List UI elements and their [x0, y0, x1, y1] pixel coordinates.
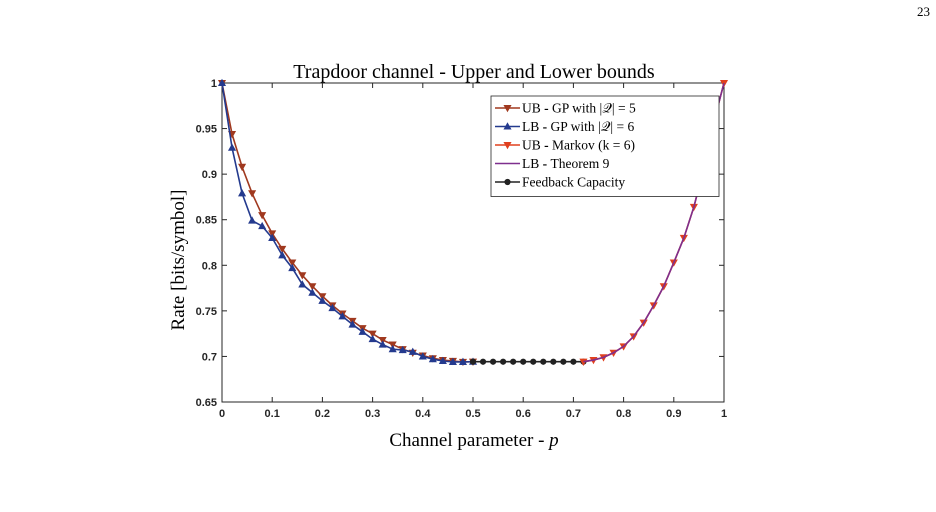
series-point [520, 358, 527, 365]
series-point [550, 358, 557, 365]
y-tick-label: 0.75 [196, 306, 217, 318]
series-point [448, 357, 457, 365]
series-point [378, 336, 387, 345]
series-point [308, 283, 317, 291]
series-point [258, 221, 267, 230]
legend-label: Feedback Capacity [522, 175, 625, 190]
x-tick-label: 0.6 [516, 408, 531, 420]
y-tick-label: 0.85 [196, 215, 217, 227]
series-point [428, 354, 437, 363]
page-number: 23 [917, 4, 930, 19]
legend-marker [503, 122, 512, 130]
series-point [348, 320, 357, 328]
y-tick-label: 0.65 [196, 397, 217, 409]
x-axis-title: Channel parameter - p [389, 430, 558, 451]
series-point [338, 312, 347, 320]
legend-marker [503, 141, 512, 150]
series-point [510, 358, 517, 365]
legend-box [490, 95, 720, 197]
x-tick-label: 1 [721, 408, 727, 420]
series-point [308, 288, 317, 296]
series-point [358, 327, 367, 335]
x-tick-label: 0.2 [315, 408, 330, 420]
series-point [368, 330, 377, 338]
series-point [268, 233, 277, 242]
series-point [530, 358, 537, 365]
x-tick-label: 0.8 [616, 408, 631, 420]
series-point [328, 303, 337, 312]
y-tick-label: 0.95 [196, 124, 217, 136]
legend: UB - GP with |𝒬| = 5 LB - GP with |𝒬| = 6… [490, 95, 720, 197]
series-point [368, 334, 377, 343]
series-point [278, 251, 287, 259]
series-point [288, 259, 297, 267]
series-point [268, 230, 277, 238]
legend-marker [503, 104, 512, 113]
chart-title: Trapdoor channel - Upper and Lower bound… [293, 61, 655, 83]
series-point [248, 190, 257, 198]
series-point [318, 296, 327, 304]
series-point [438, 356, 447, 365]
series-point [398, 345, 407, 354]
series-point [258, 212, 267, 220]
legend-entry: LB - Theorem 9 [495, 156, 610, 171]
series-point [288, 263, 297, 272]
series-point [469, 358, 477, 365]
x-tick-label: 0.1 [265, 408, 280, 420]
x-tick-label: 0.3 [365, 408, 380, 420]
x-tick-label: 0.5 [465, 408, 480, 420]
legend-label: UB - Markov (k = 6) [522, 138, 635, 153]
series-point [489, 358, 497, 365]
series-point [238, 189, 247, 197]
x-axis-ticks: 0 0.1 0.2 0.3 0.4 0.5 0.6 0.7 0.8 0.9 1 [219, 83, 727, 420]
legend-entry: UB - GP with |𝒬| = 5 [495, 101, 636, 116]
series-point [540, 358, 547, 365]
legend-entry: Feedback Capacity [495, 175, 625, 190]
legend-marker [504, 178, 511, 186]
series-point [570, 358, 577, 365]
y-axis-ticks: 0.65 0.7 0.75 0.8 0.85 0.9 0.95 1 [196, 78, 724, 409]
y-tick-label: 1 [211, 78, 217, 90]
legend-label: LB - Theorem 9 [522, 156, 610, 171]
legend-label: UB - GP with |𝒬| = 5 [522, 101, 636, 116]
series-point [378, 340, 387, 348]
series-point [408, 347, 417, 355]
legend-entry: LB - GP with |𝒬| = 6 [495, 119, 634, 134]
series-point [298, 272, 307, 280]
legend-entry: UB - Markov (k = 6) [495, 138, 635, 153]
series-point [238, 163, 247, 172]
series-point [458, 357, 468, 365]
x-tick-label: 0.4 [415, 408, 431, 420]
series-point [298, 280, 307, 288]
series-point [278, 245, 287, 254]
x-tick-label: 0 [219, 408, 225, 420]
y-tick-label: 0.8 [202, 260, 217, 272]
series-point [418, 352, 427, 360]
x-tick-label: 0.9 [666, 408, 681, 420]
y-tick-label: 0.7 [202, 351, 217, 363]
y-axis-title: Rate [bits/symbol] [168, 190, 189, 331]
series-point [217, 78, 227, 87]
series-point [500, 358, 507, 365]
y-tick-label: 0.9 [202, 169, 217, 181]
series-point [560, 358, 567, 365]
series-point [388, 344, 397, 353]
series-point [227, 143, 237, 151]
series-point [318, 293, 327, 301]
series-point [388, 341, 397, 349]
x-tick-label: 0.7 [566, 408, 581, 420]
series-point [248, 216, 257, 224]
series-point [479, 358, 487, 365]
legend-label: LB - GP with |𝒬| = 6 [522, 119, 634, 134]
